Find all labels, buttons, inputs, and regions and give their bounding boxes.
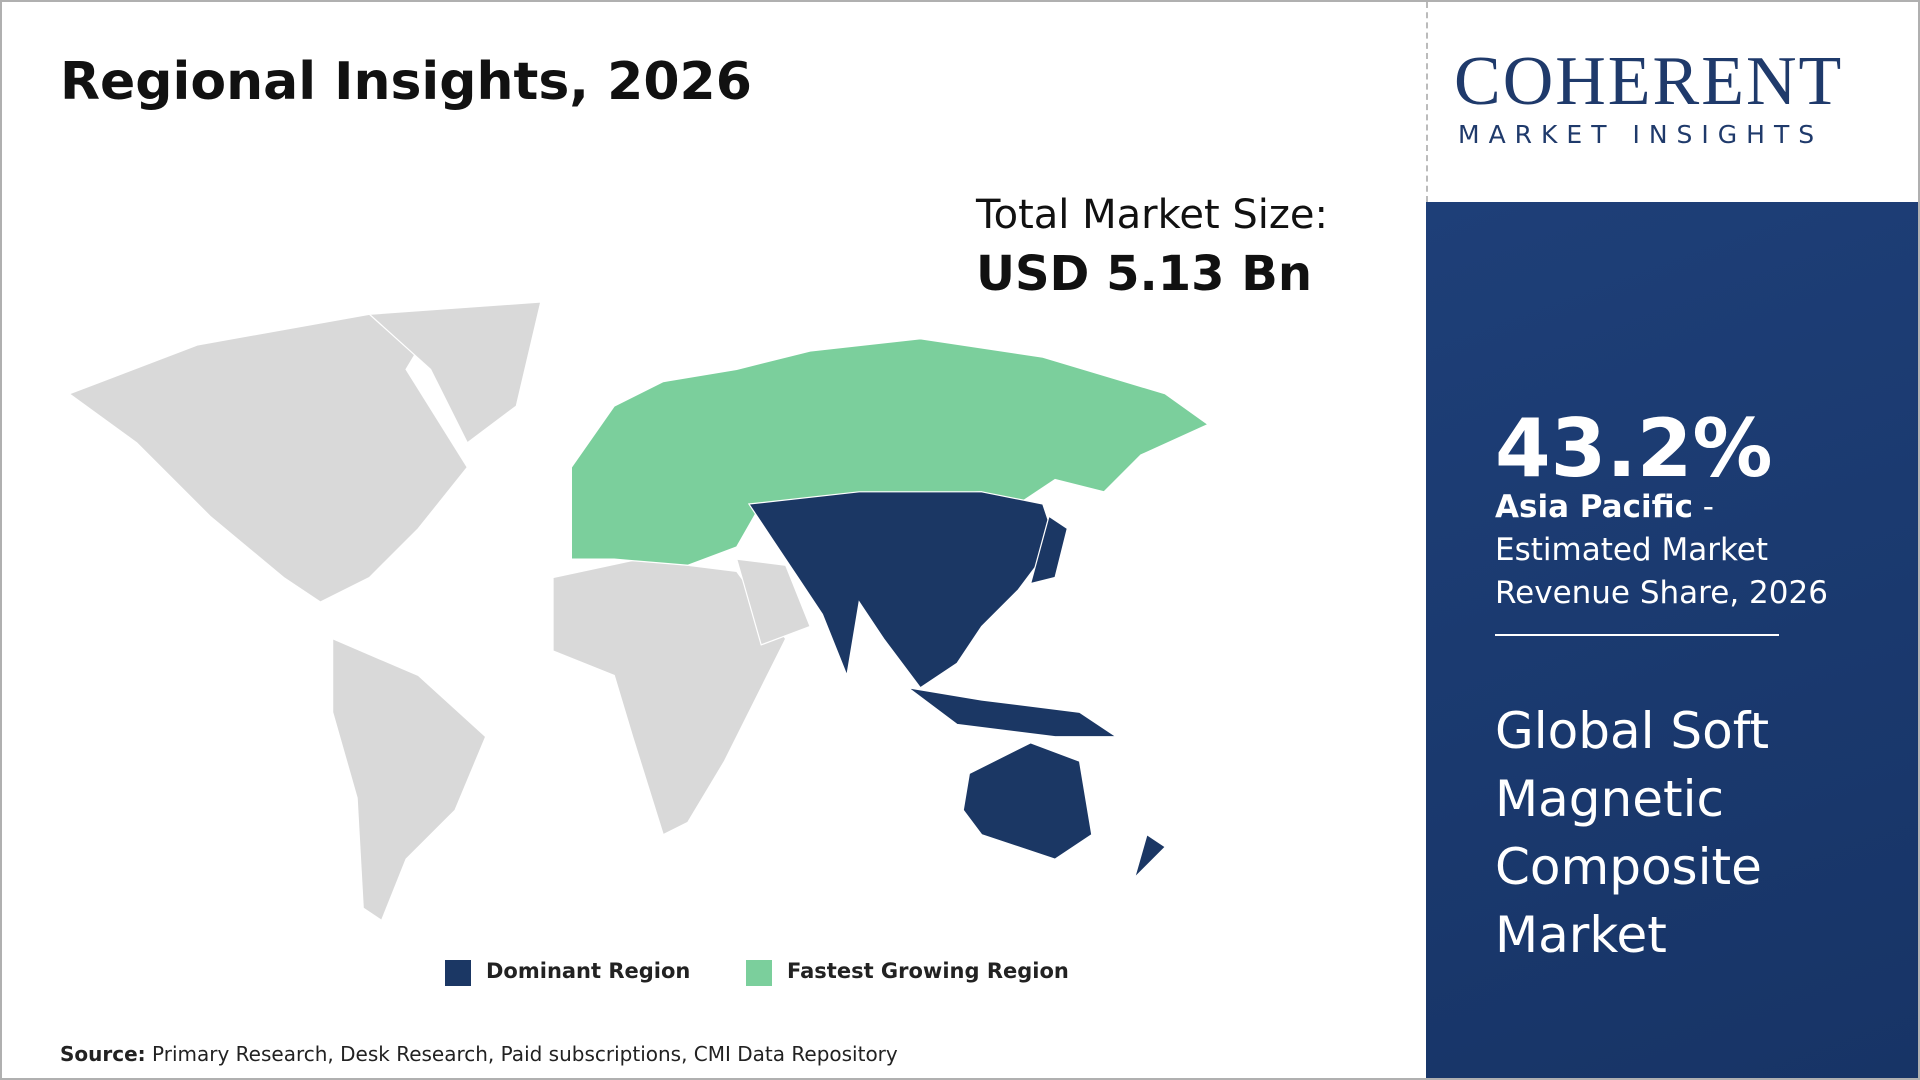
market-name: Global Soft Magnetic Composite Market xyxy=(1495,702,1770,964)
indonesia xyxy=(907,687,1119,738)
rule xyxy=(1495,634,1779,636)
market-size-label: Total Market Size: xyxy=(976,192,1328,238)
asia xyxy=(747,491,1056,689)
world-map xyxy=(68,301,1210,922)
legend-swatch xyxy=(445,960,471,986)
legend-label: Dominant Region xyxy=(486,959,691,983)
divider xyxy=(1426,2,1428,202)
africa xyxy=(552,558,787,836)
brand-tagline: MARKET INSIGHTS xyxy=(1458,120,1824,149)
north-america xyxy=(68,307,469,603)
middle-east xyxy=(735,558,811,646)
source-text: Primary Research, Desk Research, Paid su… xyxy=(152,1042,898,1066)
brand-name: COHERENT xyxy=(1454,43,1844,120)
legend-swatch xyxy=(746,960,772,986)
description: - Estimated Market Revenue Share, 2026 xyxy=(1495,489,1828,611)
source: Source: Primary Research, Desk Research,… xyxy=(60,1042,898,1066)
south-america xyxy=(332,637,487,922)
australia xyxy=(962,742,1093,860)
europe-russia xyxy=(570,338,1210,566)
new-zealand xyxy=(1133,833,1167,880)
share-description: Asia Pacific - Estimated Market Revenue … xyxy=(1495,486,1875,615)
legend-label: Fastest Growing Region xyxy=(787,959,1069,983)
market-size-value: USD 5.13 Bn xyxy=(976,246,1312,302)
side-panel xyxy=(1426,202,1918,1078)
greenland xyxy=(367,301,542,444)
region: Asia Pacific xyxy=(1495,489,1693,525)
title: Regional Insights, 2026 xyxy=(60,52,752,112)
japan xyxy=(1029,515,1069,585)
source-label: Source: xyxy=(60,1042,146,1066)
share-value: 43.2% xyxy=(1495,402,1773,495)
